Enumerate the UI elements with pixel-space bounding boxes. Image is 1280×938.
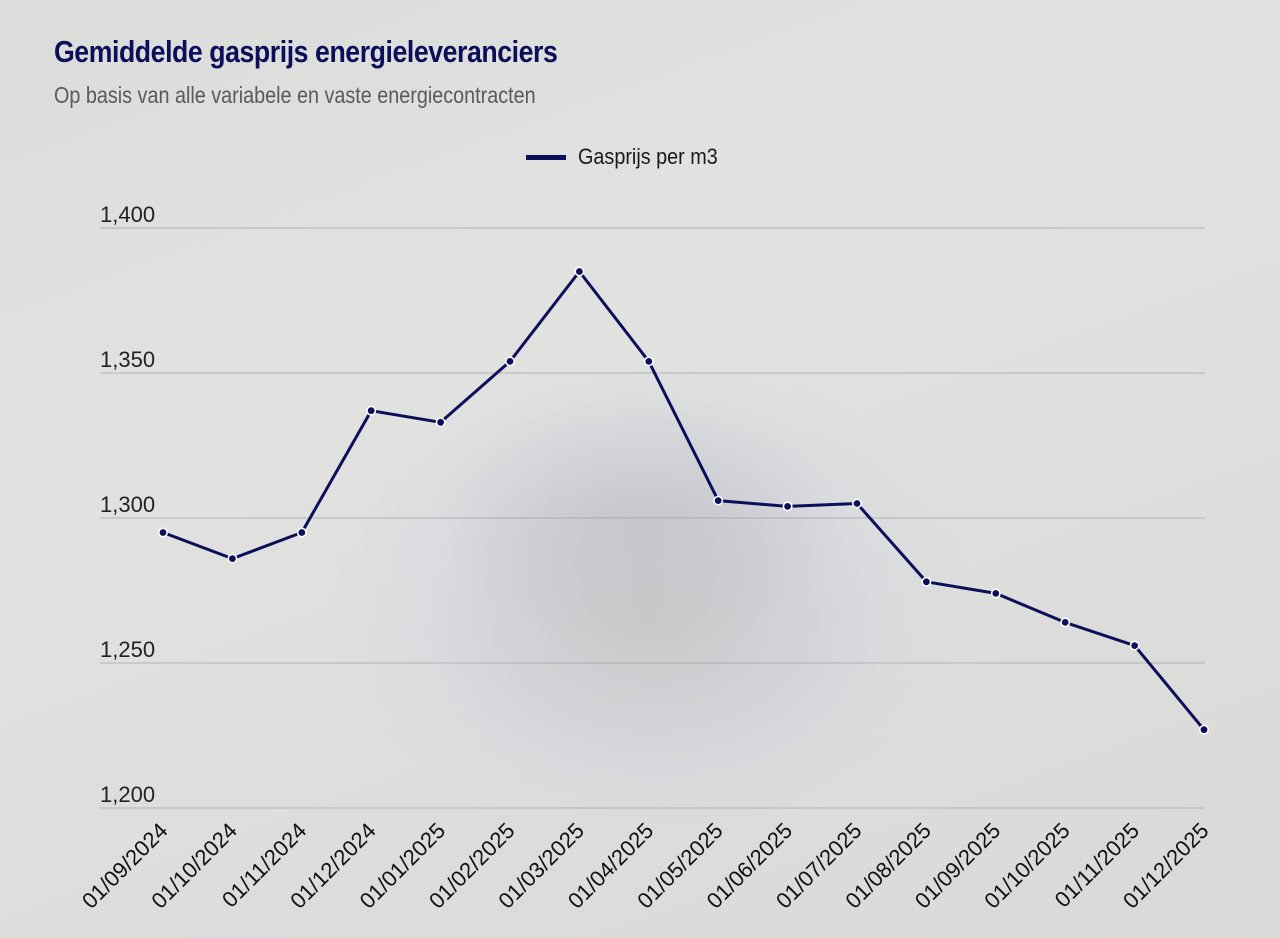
- data-point: [435, 417, 446, 428]
- data-point: [713, 495, 724, 506]
- y-tick-label: 1,200: [100, 782, 155, 807]
- data-point: [990, 588, 1001, 599]
- y-tick-label: 1,350: [100, 347, 155, 372]
- y-tick-label: 1,250: [100, 637, 155, 662]
- gridlines: [100, 227, 1205, 809]
- data-point: [296, 527, 307, 538]
- data-point: [851, 498, 862, 509]
- y-tick-label: 1,300: [100, 492, 155, 517]
- data-point: [366, 405, 377, 416]
- legend-label: Gasprijs per m3: [578, 144, 718, 169]
- data-point: [921, 576, 932, 587]
- data-point: [1199, 724, 1210, 735]
- data-point: [1060, 617, 1071, 628]
- legend: Gasprijs per m3: [526, 144, 733, 170]
- y-tick-label: 1,400: [100, 202, 155, 227]
- data-point: [643, 356, 654, 367]
- series-line: [161, 270, 1206, 732]
- chart-title: Gemiddelde gasprijs energieleveranciers: [54, 34, 558, 69]
- x-axis-tick-labels: 01/09/202401/10/202401/11/202401/12/2024…: [77, 818, 1214, 914]
- legend-swatch: [526, 154, 566, 160]
- data-point: [1129, 640, 1140, 651]
- data-point: [782, 501, 793, 512]
- series-gasprijs: [158, 266, 1210, 735]
- data-point: [227, 553, 238, 564]
- data-point: [158, 527, 169, 538]
- data-point: [574, 266, 585, 277]
- chart-subtitle: Op basis van alle variabele en vaste ene…: [54, 82, 536, 108]
- y-axis-tick-labels: 1,200 1,250 1,300 1,350 1,400: [100, 202, 155, 807]
- data-point: [504, 356, 515, 367]
